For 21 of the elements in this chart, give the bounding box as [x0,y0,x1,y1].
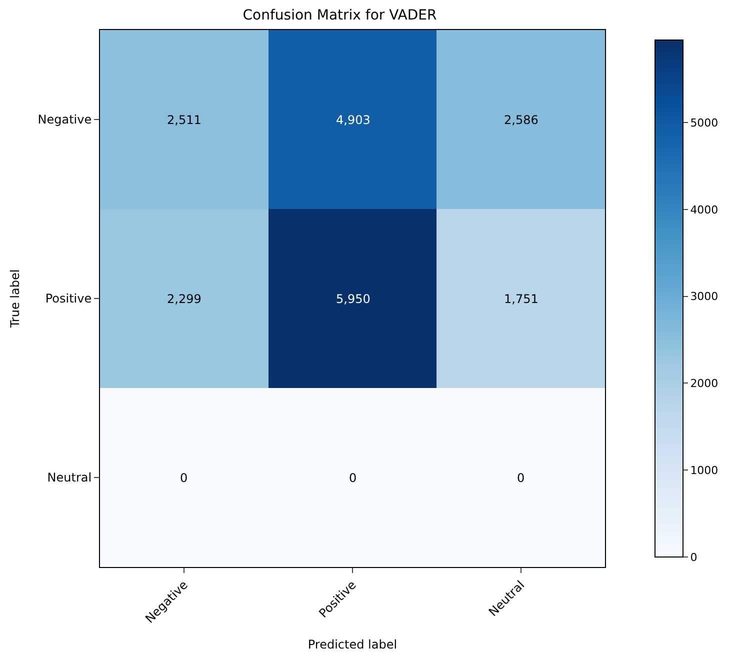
data-label: 4,903 [336,113,370,127]
chart-title: Confusion Matrix for VADER [242,8,437,24]
x-axis-title: Predicted label [308,638,398,652]
y-axis-title: True label [8,269,22,329]
y-tick-label: Neutral [47,470,92,485]
color-bar-label: 1000 [690,464,718,477]
data-label: 0 [517,471,525,485]
data-label: 1,751 [504,292,538,306]
data-label: 0 [349,471,357,485]
color-bar-label: 3000 [690,290,718,304]
data-label: 2,299 [167,292,202,306]
color-bar-label: 2000 [690,377,718,390]
color-bar-label: 0 [690,550,698,564]
data-label: 2,586 [504,113,538,127]
y-tick-label: Negative [38,112,92,127]
color-bar-label: 5000 [690,116,718,130]
data-label: 5,950 [336,292,370,306]
y-tick-label: Positive [45,292,92,306]
data-label: 2,511 [167,113,202,127]
data-label: 0 [180,471,188,485]
color-bar-label: 4000 [690,203,718,216]
